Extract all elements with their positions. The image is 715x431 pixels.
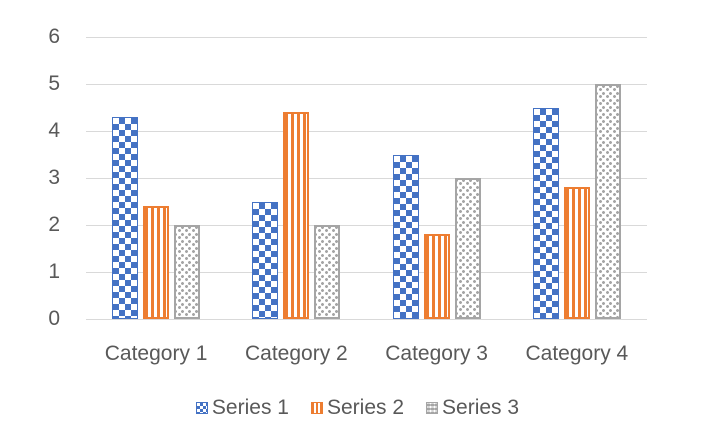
x-tick-label: Category 3: [385, 342, 488, 365]
chart-legend: Series 1 Series 2 Series 3: [0, 396, 715, 420]
legend-item-series-2: Series 2: [310, 396, 405, 420]
gridline: [86, 84, 647, 85]
legend-swatch-icon: [310, 402, 323, 414]
bar-series-2-category-1: [143, 206, 170, 319]
y-tick-label: 1: [48, 260, 60, 283]
legend-label: Series 2: [326, 396, 405, 419]
y-tick-label: 4: [48, 119, 60, 142]
bar-series-2-category-3: [423, 234, 450, 319]
y-tick-label: 2: [48, 213, 60, 236]
bar-series-2-category-4: [563, 187, 590, 319]
bar-series-3-category-3: [454, 178, 481, 319]
gridline: [86, 225, 647, 226]
bar-series-1-category-4: [532, 107, 559, 319]
legend-label: Series 1: [211, 396, 289, 419]
x-tick-label: Category 4: [525, 342, 629, 365]
legend-swatch-icon: [195, 402, 208, 414]
legend-label: Series 3: [442, 396, 520, 419]
gridline: [86, 319, 647, 320]
x-tick-label: Category 1: [104, 342, 208, 365]
x-tick-label: Category 2: [245, 342, 348, 365]
y-tick-label: 0: [48, 307, 60, 330]
bar-series-3-category-2: [314, 225, 341, 319]
gridline: [86, 272, 647, 273]
bar-series-1-category-2: [252, 201, 279, 319]
gridline: [86, 37, 647, 38]
gridline: [86, 131, 647, 132]
bar-series-1-category-1: [112, 116, 139, 319]
legend-item-series-1: Series 1: [195, 396, 289, 420]
legend-swatch-icon: [426, 402, 439, 414]
bar-series-3-category-1: [174, 225, 201, 319]
legend-item-series-3: Series 3: [426, 396, 519, 420]
y-tick-label: 3: [48, 166, 60, 189]
bar-series-3-category-4: [594, 84, 621, 319]
y-tick-label: 6: [48, 25, 60, 48]
bar-series-1-category-3: [392, 154, 419, 319]
gridline: [86, 178, 647, 179]
y-tick-label: 5: [48, 72, 60, 95]
bar-series-2-category-2: [283, 112, 310, 319]
